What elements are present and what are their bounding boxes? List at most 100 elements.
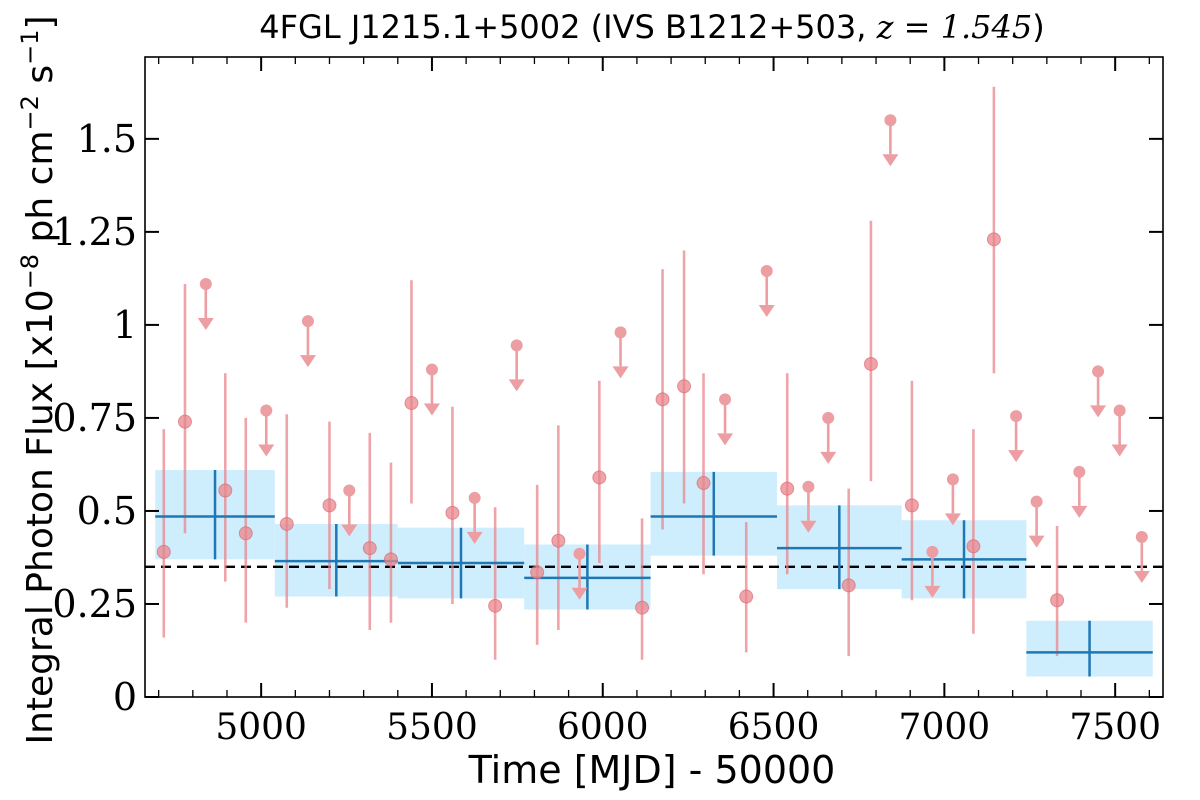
flux-point [739, 589, 754, 604]
flux-point [863, 356, 878, 371]
x-tick-label: 7500 [1069, 707, 1161, 748]
upper-limit-arrow [882, 154, 899, 167]
flux-point [530, 565, 545, 580]
upper-limits [197, 114, 1150, 600]
upper-limit-arrow [758, 304, 775, 317]
y-axis-label-exponent-3: −1 [16, 30, 44, 65]
flux-point [1050, 593, 1065, 608]
upper-limit-marker [1092, 365, 1105, 378]
upper-limit-arrow [508, 379, 525, 392]
flux-point [677, 379, 692, 394]
upper-limit-arrow [423, 403, 440, 416]
flux-point [780, 481, 795, 496]
x-tick-label: 6500 [728, 707, 820, 748]
y-axis-label-exponent-2: −2 [16, 95, 44, 130]
flux-point [362, 541, 377, 556]
upper-limit-arrow [341, 524, 358, 537]
upper-limit-arrow [800, 520, 817, 533]
upper-limit-arrow [1008, 450, 1025, 463]
upper-limit-arrow [1111, 444, 1128, 457]
upper-limit-arrow [820, 451, 837, 464]
flux-point [488, 598, 503, 613]
x-tick-label: 5500 [386, 707, 478, 748]
flux-point [551, 533, 566, 548]
upper-limit-marker [1135, 531, 1148, 543]
upper-limit-marker [884, 114, 897, 127]
chart-title-prefix: 4FGL J1215.1+5002 (IVS B1212+503, [259, 8, 876, 46]
upper-limit-marker [301, 315, 314, 328]
y-tick-label: 1.5 [77, 117, 137, 161]
upper-limit-arrow [258, 444, 275, 457]
flux-point [904, 498, 919, 513]
flux-point [986, 232, 1001, 247]
upper-limit-marker [425, 363, 438, 376]
binned-flux-crosses [155, 470, 1153, 677]
upper-limit-marker [343, 484, 356, 497]
y-tick-label: 0.5 [77, 489, 137, 533]
chart-title: 4FGL J1215.1+5002 (IVS B1212+503, z = 1.… [259, 8, 1044, 46]
flux-point [279, 516, 294, 531]
upper-limit-marker [946, 473, 959, 486]
upper-limit-marker [926, 545, 939, 558]
y-axis-label-close: ] [20, 15, 61, 29]
flux-point [696, 476, 711, 491]
upper-limit-arrow [1071, 505, 1088, 518]
y-axis-label-unit-1: ph cm [20, 130, 61, 253]
upper-limit-marker [1113, 404, 1126, 417]
upper-limit-marker [260, 404, 273, 417]
upper-limit-marker [822, 411, 835, 424]
y-axis-label-unit-2: s [20, 65, 61, 95]
flux-point [322, 498, 337, 513]
axis-ticks: 5000 5500 6000 6500 7000 7500 0 0.25 0.5 0.75 1 1.2… [52, 57, 1163, 748]
upper-limit-arrow [1133, 571, 1150, 583]
y-tick-label: 0.25 [52, 582, 137, 626]
y-tick-label: 1 [113, 303, 137, 347]
upper-limit-marker [614, 326, 627, 339]
upper-limit-marker [468, 491, 481, 504]
flux-point [218, 483, 233, 498]
y-tick-label: 0.75 [52, 396, 137, 440]
flux-point [445, 505, 460, 520]
flux-point [966, 539, 981, 554]
flux-point [156, 544, 171, 559]
flux-point [592, 470, 607, 485]
x-tick-label: 6000 [557, 707, 649, 748]
upper-limit-marker [1010, 410, 1023, 423]
upper-limit-arrow [466, 531, 483, 544]
upper-limit-marker [1073, 465, 1086, 478]
y-tick-label: 1.25 [52, 210, 137, 254]
flux-point [404, 396, 419, 411]
upper-limit-marker [510, 339, 523, 352]
upper-limit-arrow [717, 433, 734, 446]
chart-title-suffix: ) [1032, 8, 1044, 46]
x-tick-label: 7000 [899, 707, 991, 748]
upper-limit-marker [573, 547, 586, 560]
upper-limit-arrow [1028, 535, 1045, 548]
upper-limit-arrow [612, 366, 629, 379]
flux-point [635, 600, 650, 615]
upper-limit-marker [1030, 495, 1043, 508]
upper-limit-arrow [924, 585, 941, 598]
upper-limit-arrow [571, 587, 588, 600]
upper-limit-arrow [944, 513, 961, 526]
chart-title-redshift: z = 1.545 [876, 8, 1033, 46]
flux-point [238, 526, 253, 541]
flux-error-bars [162, 86, 1059, 660]
flux-points [156, 232, 1065, 615]
upper-limit-marker [719, 393, 732, 406]
y-axis-label: Integral Photon Flux [x10−8 ph cm−2 s−1] [16, 15, 61, 744]
plot-frame [144, 56, 1164, 698]
upper-limit-marker [760, 264, 773, 277]
upper-limit-marker [802, 480, 815, 493]
flux-point [655, 392, 670, 407]
upper-limit-arrow [299, 355, 316, 368]
upper-limit-arrow [1090, 405, 1107, 418]
upper-limit-marker [199, 277, 212, 290]
x-tick-label: 5000 [215, 707, 307, 748]
x-axis-label: Time [MJD] - 50000 [468, 748, 836, 792]
flux-point [177, 414, 192, 429]
y-axis-label-exponent-1: −8 [16, 254, 44, 289]
y-tick-label: 0 [113, 675, 137, 719]
flux-point [841, 578, 856, 593]
